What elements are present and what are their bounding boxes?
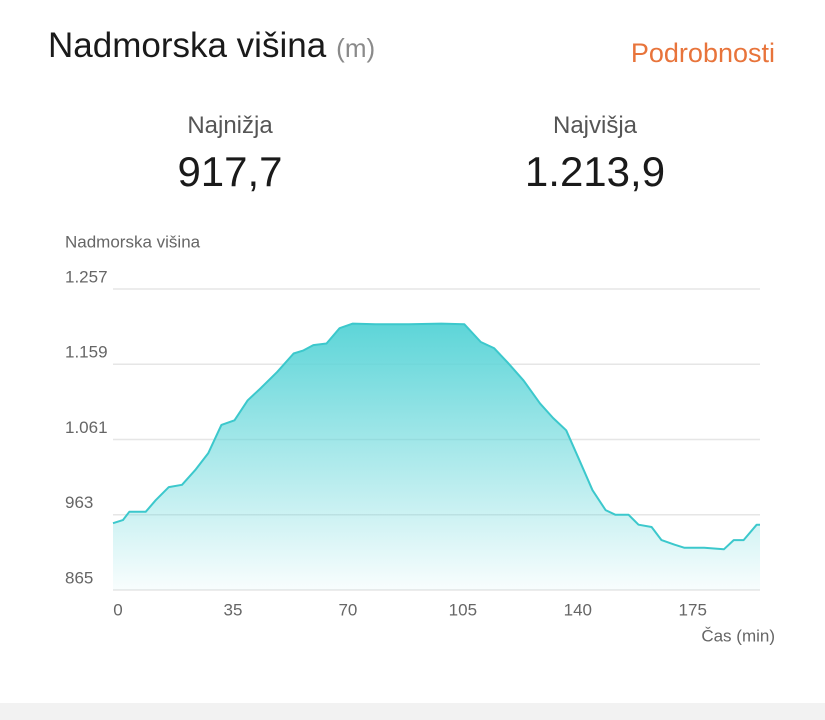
chart: Nadmorska višina Čas (min) 865 963 1.061 1.…: [65, 232, 775, 645]
stat-max: Najvišja 1.213,9: [465, 112, 725, 196]
stat-value: 917,7: [177, 148, 283, 195]
stat-value: 1.213,9: [524, 148, 666, 195]
line: [112, 322, 760, 551]
area-fill: [113, 323, 760, 590]
x-tick-label: 0: [113, 600, 122, 619]
unit: (m): [336, 33, 376, 63]
stat-min: Najnižja 917,7: [100, 112, 360, 196]
y-tick-label: 963: [65, 493, 93, 512]
y-tick-label: 1.061: [65, 418, 108, 437]
stat-label: Najvišja: [552, 112, 638, 139]
title: Nadmorska višina (m): [48, 26, 375, 66]
footer-bar: [0, 703, 825, 720]
x-tick-label: 175: [679, 600, 707, 619]
title-text: Nadmorska višina: [48, 26, 327, 65]
stat-label: Najnižja: [187, 112, 273, 139]
y-tick-label: 1.159: [65, 343, 108, 362]
x-tick-label: 35: [223, 600, 242, 619]
x-tick-label: 70: [338, 600, 357, 619]
x-axis-label: Čas (min): [701, 626, 775, 645]
y-tick-label: 1.257: [65, 267, 108, 286]
y-tick-label: 865: [65, 568, 93, 587]
x-tick-label: 105: [449, 600, 477, 619]
details-link[interactable]: Podrobnosti: [630, 38, 775, 68]
x-tick-label: 140: [564, 600, 592, 619]
y-axis-label: Nadmorska višina: [65, 232, 201, 251]
